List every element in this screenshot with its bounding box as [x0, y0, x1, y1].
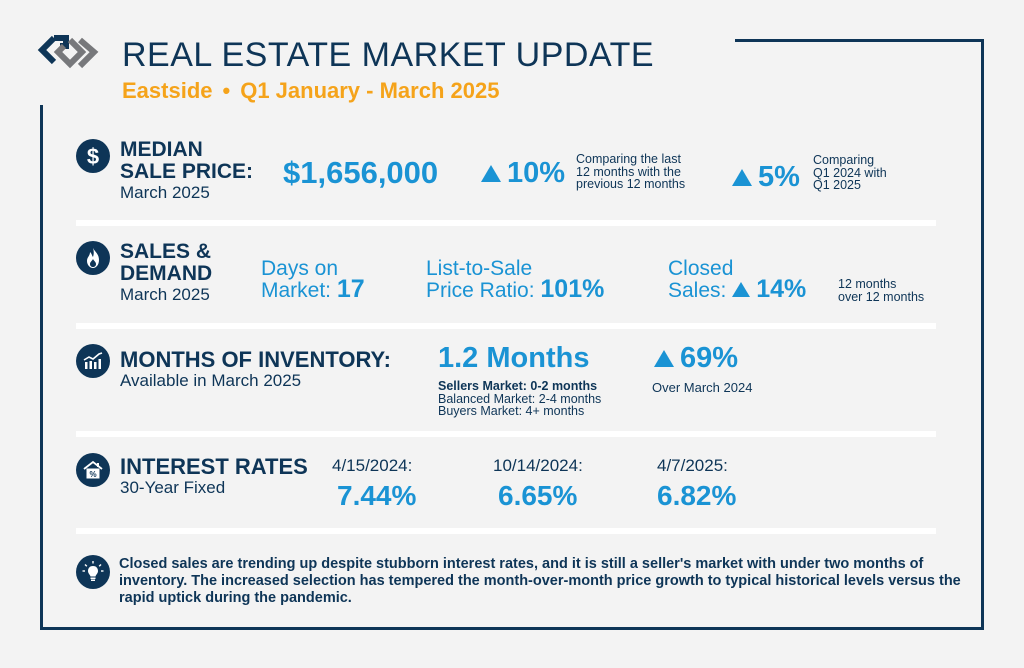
bar-chart-icon: [76, 344, 110, 378]
ratio-label-text: Price Ratio:: [426, 279, 535, 302]
inventory-change: 69%: [654, 342, 738, 375]
page-subtitle: Eastside • Q1 January - March 2025: [122, 78, 499, 104]
heading-sub: Available in March 2025: [120, 371, 302, 390]
price-change-12mo-note: Comparing the last 12 months with the pr…: [576, 153, 685, 191]
note-line: previous 12 months: [576, 177, 686, 191]
up-arrow-icon: [732, 282, 751, 297]
rate-date: 10/14/2024:: [493, 456, 583, 475]
heading-line: SALE PRICE:: [120, 160, 254, 183]
days-on-market: Days on Market: 17: [261, 257, 365, 302]
note-line: over 12 months: [838, 289, 925, 304]
rate-entry: 10/14/2024: 6.65%: [493, 456, 583, 512]
flame-icon: [76, 241, 110, 275]
frame-top-border: [735, 39, 984, 42]
rate-value: 6.82%: [657, 480, 737, 511]
rate-value: 6.65%: [498, 480, 578, 511]
price-change-q1-note: Comparing Q1 2024 with Q1 2025: [813, 154, 887, 192]
heading-line: SALES &: [120, 240, 212, 263]
ratio-label: List-to-Sale: [426, 257, 533, 280]
dom-label-text: Market:: [261, 279, 332, 302]
inventory-value: 1.2 Months: [438, 342, 590, 374]
price-change-q1-value: 5%: [758, 161, 800, 193]
up-arrow-icon: [732, 169, 752, 186]
page-title: REAL ESTATE MARKET UPDATE: [122, 36, 655, 74]
note-line: Comparing: [813, 153, 875, 167]
lightbulb-icon: [76, 555, 110, 589]
inventory-change-value: 69%: [680, 342, 739, 374]
note-line: Q1 2025: [813, 178, 861, 192]
ratio-value: 101%: [540, 275, 605, 303]
interest-rates-heading: INTEREST RATES 30-Year Fixed: [120, 454, 308, 498]
up-arrow-icon: [654, 350, 674, 367]
heading-line: MONTHS OF INVENTORY:: [120, 347, 391, 372]
rate-entry: 4/15/2024: 7.44%: [332, 456, 416, 512]
svg-text:%: %: [89, 470, 96, 479]
section-divider: [76, 220, 936, 226]
median-sale-price-heading: MEDIAN SALE PRICE: March 2025: [120, 138, 254, 203]
inventory-heading: MONTHS OF INVENTORY: Available in March …: [120, 347, 391, 391]
price-change-12mo: 10%: [481, 157, 565, 190]
heading-sub: March 2025: [120, 183, 210, 202]
up-arrow-icon: [481, 165, 501, 182]
heading-sub: March 2025: [120, 285, 210, 304]
svg-text:$: $: [87, 144, 99, 169]
list-to-sale-ratio: List-to-Sale Price Ratio: 101%: [426, 257, 604, 302]
heading-line: DEMAND: [120, 262, 213, 285]
rate-value: 7.44%: [337, 480, 417, 511]
inventory-change-note: Over March 2024: [652, 380, 753, 395]
sales-demand-heading: SALES & DEMAND March 2025: [120, 240, 213, 305]
dom-label: Market: 17: [261, 277, 365, 302]
legend-sellers: Sellers Market: 0-2 months: [438, 379, 598, 393]
section-divider: [76, 323, 936, 329]
subtitle-separator: •: [222, 78, 231, 103]
rate-entry: 4/7/2025: 6.82%: [657, 456, 736, 512]
note-line: 12 months: [838, 277, 897, 291]
legend-buyers: Buyers Market: 4+ months: [438, 404, 585, 418]
heading-sub: 30-Year Fixed: [120, 478, 226, 497]
closed-sales-note: 12 months over 12 months: [838, 278, 924, 303]
price-change-12mo-value: 10%: [507, 157, 566, 189]
dom-label: Days on: [261, 257, 339, 280]
closed-value: 14%: [756, 275, 807, 303]
closed-sales: Closed Sales: 14%: [668, 257, 806, 302]
note-line: 12 months with the: [576, 164, 681, 179]
median-price-value: $1,656,000: [283, 155, 439, 190]
closed-label: Sales: 14%: [668, 277, 806, 302]
note-line: Q1 2024 with: [813, 165, 887, 180]
rate-date: 4/7/2025:: [657, 456, 728, 475]
price-change-q1: 5%: [732, 161, 800, 194]
section-divider: [76, 528, 936, 534]
brand-logo: [36, 32, 100, 72]
market-legend: Sellers Market: 0-2 months Balanced Mark…: [438, 380, 601, 418]
ratio-label: Price Ratio: 101%: [426, 277, 604, 302]
dom-value: 17: [336, 275, 365, 303]
legend-balanced: Balanced Market: 2-4 months: [438, 391, 602, 406]
note-line: Comparing the last: [576, 152, 681, 166]
frame-bottom-border: [40, 627, 984, 630]
frame-right-border: [981, 39, 984, 630]
dollar-icon: $: [76, 139, 110, 173]
rate-date: 4/15/2024:: [332, 456, 413, 475]
summary-text: Closed sales are trending up despite stu…: [119, 556, 961, 606]
heading-line: MEDIAN: [120, 138, 203, 161]
closed-label-text: Sales:: [668, 279, 727, 302]
house-percent-icon: %: [76, 453, 110, 487]
frame-left-border: [40, 105, 43, 630]
region-label: Eastside: [122, 78, 213, 103]
heading-line: INTEREST RATES: [120, 454, 308, 479]
closed-label: Closed: [668, 257, 734, 280]
period-label: Q1 January - March 2025: [240, 78, 500, 103]
section-divider: [76, 431, 936, 437]
